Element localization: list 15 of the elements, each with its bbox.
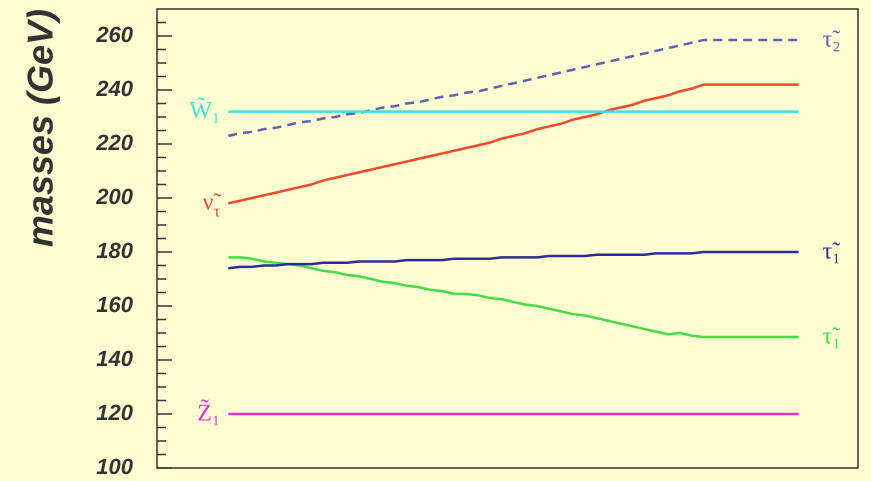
y-tick-label: 260 bbox=[95, 22, 134, 48]
series-label: τ̃₂ bbox=[822, 26, 841, 52]
y-tick-label: 100 bbox=[96, 454, 134, 480]
y-axis-title: masses (GeV) bbox=[20, 9, 61, 248]
y-tick-label: 240 bbox=[95, 76, 134, 102]
y-tick-label: 160 bbox=[96, 292, 134, 318]
series-label: W̃₁ bbox=[189, 96, 220, 124]
series-label: τ̃₁ bbox=[822, 238, 841, 264]
y-tick-label: 200 bbox=[95, 184, 134, 210]
y-tick-label: 120 bbox=[96, 400, 134, 426]
series-label: Z̃₁ bbox=[197, 398, 220, 426]
y-tick-label: 140 bbox=[96, 346, 134, 372]
series-label: τ̃₁ bbox=[822, 323, 841, 350]
y-tick-label: 180 bbox=[96, 238, 134, 264]
y-tick-label: 220 bbox=[95, 130, 134, 156]
